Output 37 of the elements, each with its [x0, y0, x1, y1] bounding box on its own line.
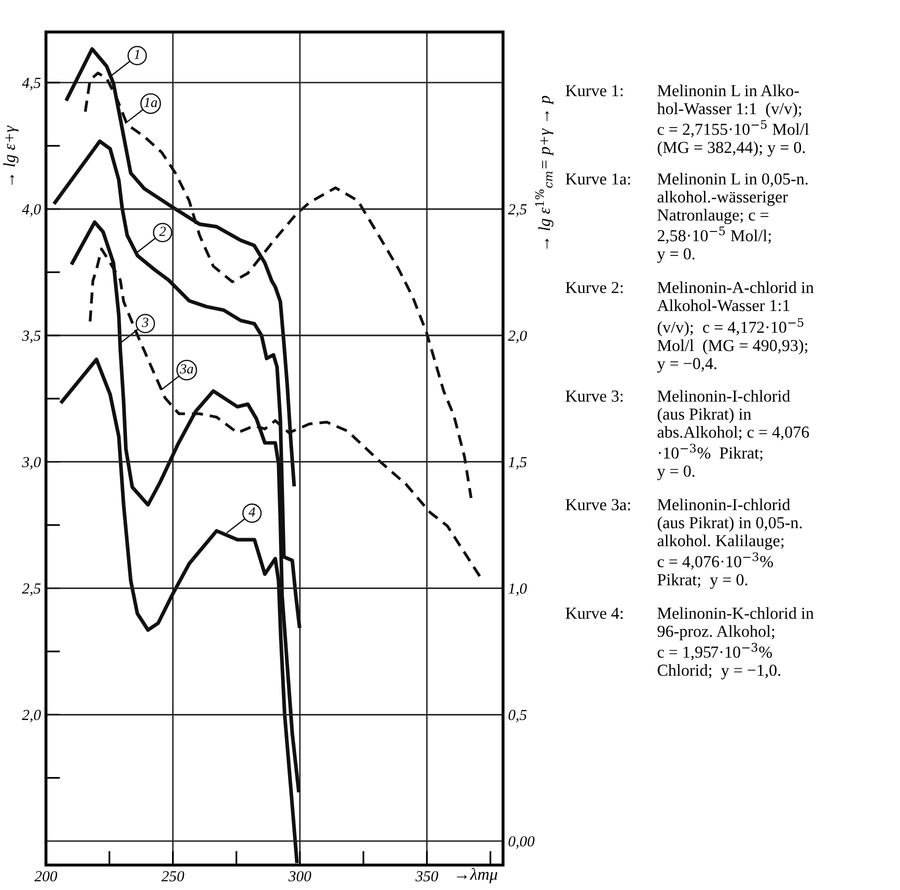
y2-tick-label: 0,00: [508, 836, 535, 849]
text: Melinonin L in 0,05-n. alkohol.-wässeriger Natronlauge; c = 2,58·10$^{−5}$ Mol/l; y = 0.: [657, 172, 808, 263]
y-tick-label: 4,5: [22, 78, 41, 90]
annotation: 1a: [144, 98, 158, 108]
x-tick-label: 250: [161, 871, 184, 882]
annotation: 1: [134, 50, 140, 59]
y-axis-title: → lg ε+γ: [3, 125, 18, 185]
x-tick-label: 350: [415, 871, 438, 882]
y2-tick-label: 1,5: [508, 457, 527, 470]
y-tick-label: 2,5: [22, 583, 41, 596]
y2-axis-title: → lg ε$^{1%}$$_{cm}$= p+γ → p: [535, 96, 554, 249]
y2-tick-label: 0,5: [508, 710, 527, 722]
text: Kurve 4:: [566, 608, 623, 619]
y2-tick-label: 2,5: [508, 204, 527, 217]
text: Melinonin-A-chlorid in Alkohol-Wasser 1:1 (v/v); c = 4,172·10$^{−5}$ Mol/l (MG = 490,93); y = −0,4.: [657, 281, 814, 373]
y2-tick-label: 1,0: [508, 583, 527, 596]
text: Kurve 1a:: [566, 173, 630, 185]
y-tick-label: 4,0: [22, 204, 41, 217]
text: Kurve 1:: [566, 85, 623, 96]
x-tick-label: 200: [34, 871, 58, 882]
annotation: 3: [142, 318, 148, 328]
y-tick-label: 3,5: [22, 330, 41, 344]
text: Melinonin-I-chlorid (aus Pikrat) in 0,05-n. alkohol. Kalilauge; c = 4,076·10$^{−3}$% Pikrat; y = 0.: [657, 498, 802, 589]
annotation: 3a: [180, 364, 194, 374]
y-tick-label: 2,0: [22, 710, 41, 722]
annotation: 4: [248, 507, 256, 517]
text: Melinonin-I-chlorid (aus Pikrat) in abs.Alkohol; c = 4,076 ·10$^{−3}$% Pikrat; y = 0.: [657, 390, 809, 480]
y-tick-label: 3,0: [22, 456, 41, 470]
text: Kurve 3:: [566, 390, 623, 402]
x-tick-label: 300: [288, 871, 312, 882]
text: Melinonin-K-chlorid in 96-proz. Alkohol; c = 1,957·10$^{−3}$% Chlorid; y = −1,0.: [657, 607, 814, 680]
annotation: 2: [159, 226, 166, 236]
text: Melinonin L in Alko- hol-Wasser 1:1 (v/v); c = 2,7155·10$^{−5}$ Mol/l (MG = 382,44); y = 0.: [657, 84, 809, 156]
text: Kurve 2:: [566, 282, 623, 294]
text: Kurve 3a:: [566, 499, 630, 510]
y2-tick-label: 2,0: [508, 330, 527, 344]
x-axis-title: →λmμ: [456, 868, 498, 884]
